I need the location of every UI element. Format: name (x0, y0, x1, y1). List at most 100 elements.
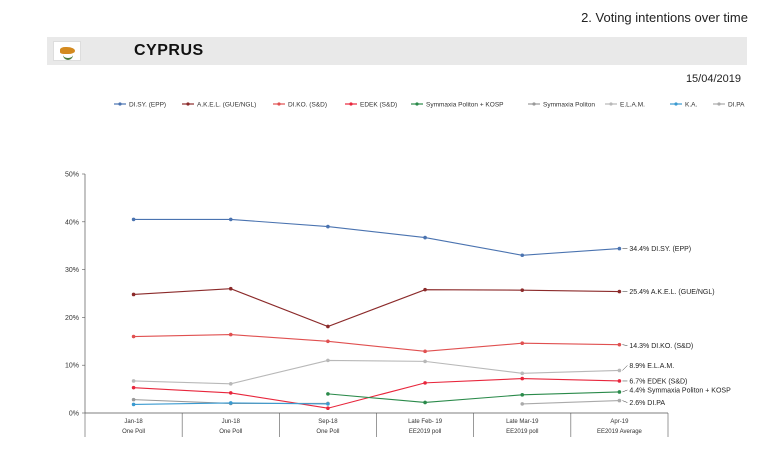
legend-label: DI.KO. (S&D) (288, 101, 327, 108)
legend-marker (415, 102, 419, 106)
data-point (423, 381, 427, 385)
data-point (131, 397, 136, 402)
series-line (133, 288, 620, 328)
series-line (327, 391, 620, 404)
legend-label: E.L.A.M. (620, 101, 645, 108)
y-tick-label: 20% (65, 315, 79, 322)
end-label-leader (622, 400, 628, 403)
y-tick-label: 50% (65, 172, 79, 179)
report-date: 15/04/2019 (685, 73, 741, 85)
data-point (520, 288, 525, 292)
legend-label: DI.PA (728, 101, 745, 108)
data-point (326, 358, 330, 363)
x-tick-sublabel: One Poll (316, 429, 339, 435)
data-point (423, 235, 427, 240)
legend-label: EDEK (S&D) (360, 101, 397, 108)
legend-marker (717, 102, 721, 106)
country-name: CYPRUS (134, 42, 204, 59)
data-point (617, 342, 622, 347)
data-point (520, 376, 525, 381)
cyprus-flag-icon (53, 41, 81, 61)
end-label: 25.4% A.K.E.L. (GUE/NGL) (629, 289, 714, 296)
x-tick-label: Sep-18 (318, 419, 338, 425)
end-label-leader (622, 365, 628, 371)
section-title: 2. Voting intentions over time (581, 10, 748, 25)
data-point (617, 398, 622, 403)
y-tick-label: 0% (69, 411, 79, 418)
legend-label: DI.SY. (EPP) (129, 101, 166, 108)
y-tick-label: 10% (65, 363, 79, 370)
series-line (522, 400, 620, 405)
data-point (228, 286, 233, 291)
legend-marker (674, 102, 678, 106)
x-tick-label: Jun-18 (222, 419, 241, 425)
data-point (617, 246, 622, 251)
data-point (520, 393, 525, 397)
legend-marker (532, 102, 536, 106)
x-tick-sublabel: One Poll (219, 429, 242, 435)
x-tick-sublabel: EE2019 poll (506, 429, 538, 435)
data-point (228, 217, 233, 222)
series-line (133, 359, 620, 385)
end-label: 14.3% DI.KO. (S&D) (629, 343, 693, 350)
x-tick-label: Late Mar-19 (506, 419, 539, 425)
data-point (326, 402, 330, 406)
end-label: 4.4% Symmaxia Politon + KOSP (629, 387, 731, 394)
legend-label: A.K.E.L. (GUE/NGL) (197, 101, 256, 108)
data-point (326, 224, 330, 229)
data-point (617, 379, 622, 383)
legend-label: Symmaxia Politon + KOSP (426, 101, 504, 108)
data-point (131, 402, 136, 407)
series-line (133, 378, 620, 409)
data-point (228, 401, 233, 405)
data-point (520, 341, 525, 346)
x-tick-label: Late Feb- 19 (408, 419, 443, 425)
data-point (131, 217, 136, 222)
data-point (326, 406, 330, 411)
x-tick-sublabel: One Poll (122, 429, 145, 435)
data-point (326, 339, 330, 344)
legend-marker (609, 102, 613, 106)
data-point (326, 392, 330, 396)
data-point (423, 359, 427, 364)
end-label-leader (622, 389, 628, 393)
x-tick-sublabel: EE2019 Average (597, 429, 643, 435)
data-point (131, 292, 136, 297)
end-label: 34.4% DI.SY. (EPP) (629, 246, 691, 253)
x-tick-sublabel: EE2019 poll (409, 429, 441, 435)
data-point (228, 382, 233, 386)
end-label-leader (622, 344, 628, 346)
legend-label: K.A. (685, 101, 697, 108)
data-point (617, 390, 622, 394)
country-header-bar: CYPRUS (47, 37, 747, 65)
legend-label: Symmaxia Politon (543, 101, 595, 108)
data-point (520, 253, 525, 258)
series-line (133, 334, 620, 352)
legend-marker (118, 102, 122, 106)
data-point (617, 368, 622, 373)
y-tick-label: 30% (65, 267, 79, 274)
data-point (423, 349, 427, 354)
legend-marker (277, 102, 281, 106)
data-point (131, 334, 136, 339)
end-label: 8.9% E.L.A.M. (629, 363, 674, 370)
legend-marker (349, 102, 353, 106)
end-label: 2.6% DI.PA (629, 400, 665, 407)
data-point (617, 289, 622, 294)
x-tick-label: Apr-19 (610, 419, 629, 425)
data-point (131, 385, 136, 390)
end-label: 6.7% EDEK (S&D) (629, 378, 687, 385)
data-point (423, 287, 427, 292)
y-tick-label: 40% (65, 219, 79, 226)
data-point (228, 391, 233, 395)
legend-marker (186, 102, 190, 106)
data-point (131, 379, 136, 383)
data-point (520, 371, 525, 376)
data-point (228, 332, 233, 337)
data-point (520, 402, 525, 406)
data-point (326, 324, 330, 329)
data-point (423, 400, 427, 405)
series-line (133, 218, 620, 256)
x-tick-label: Jan-18 (124, 419, 143, 425)
